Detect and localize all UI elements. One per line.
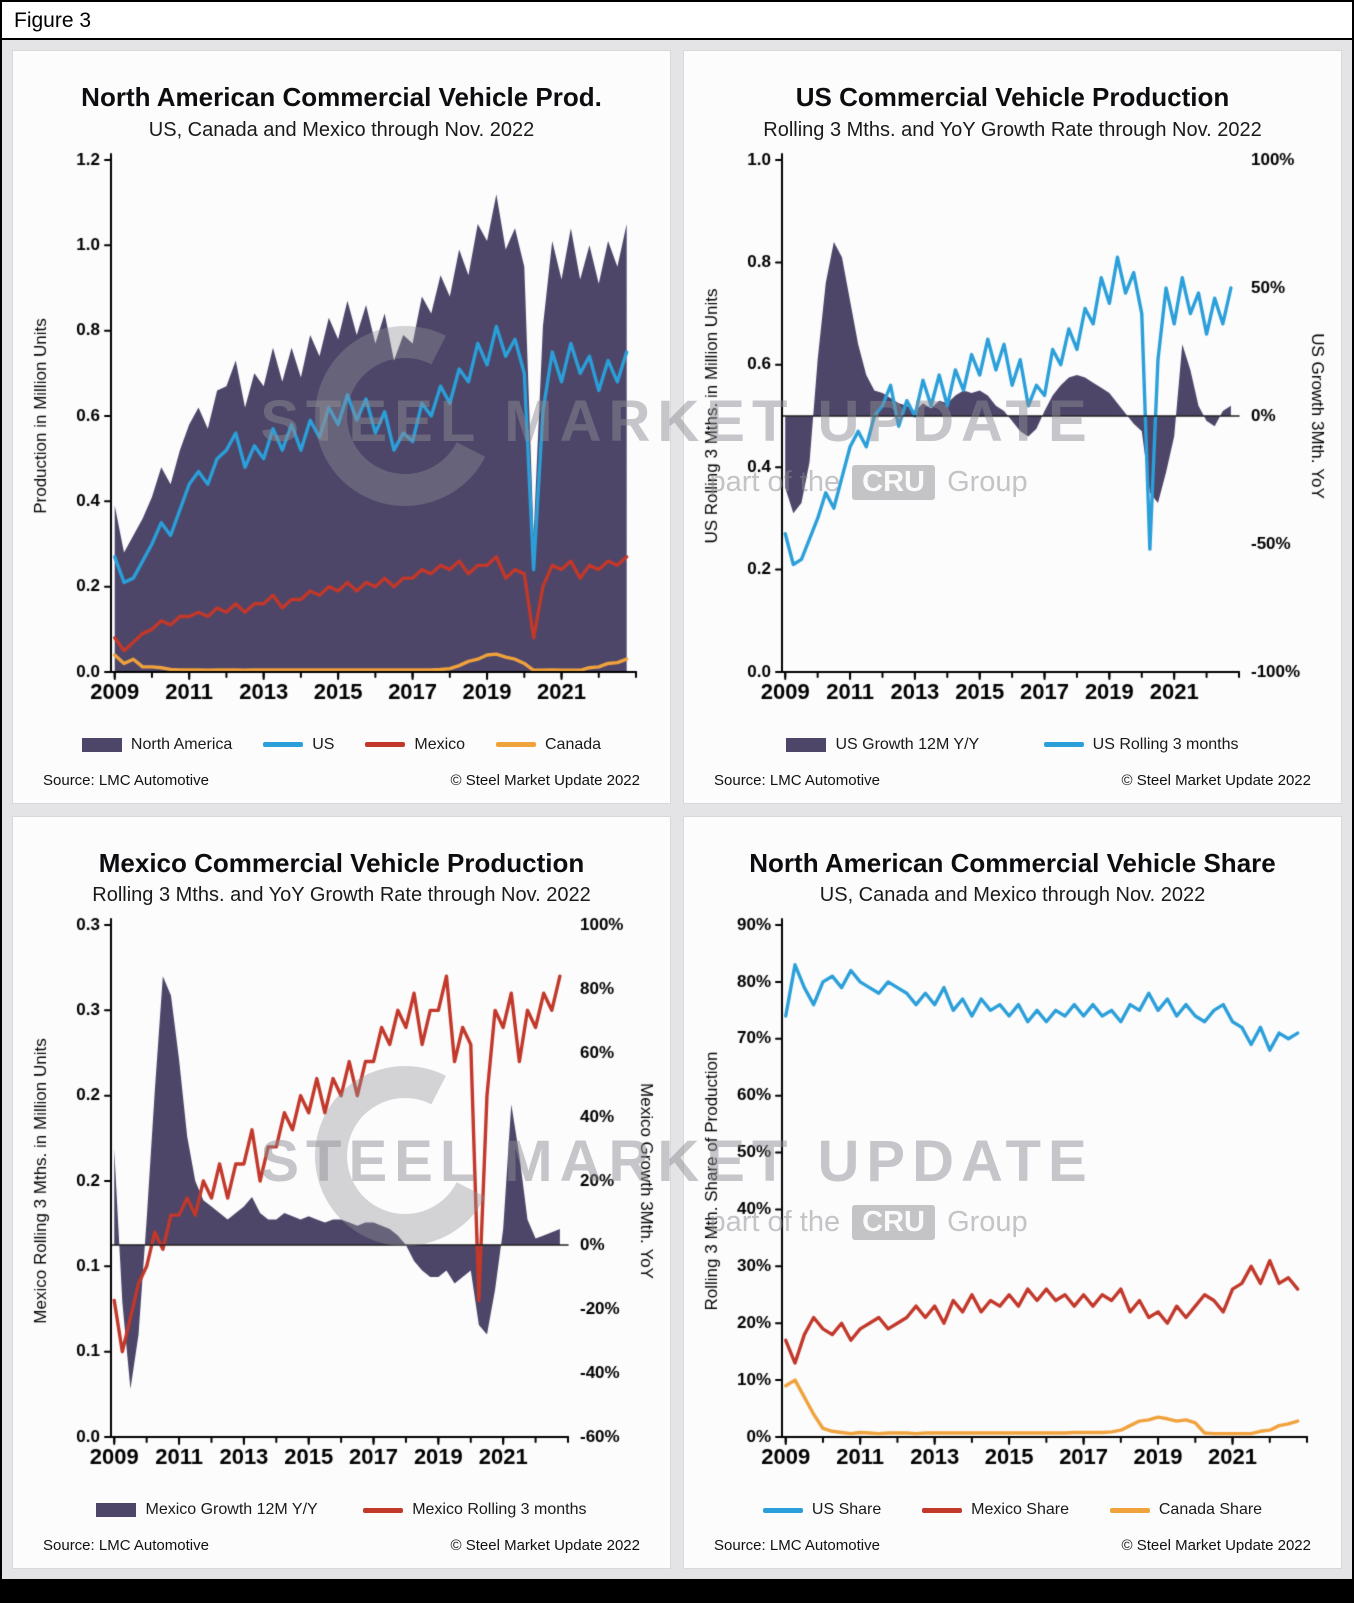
legend-swatch-mexico-share [922, 1507, 963, 1513]
legend-swatch-us-rolling [1043, 742, 1084, 747]
source-text: Source: LMC Automotive [43, 771, 209, 789]
bottom-bar [2, 1579, 1352, 1601]
legend-item: Mexico Rolling 3 months [363, 1501, 586, 1519]
legend-item: US [263, 736, 334, 754]
legend-label: Mexico Growth 12M Y/Y [145, 1501, 318, 1518]
legend-label: Canada [544, 735, 602, 753]
na-production-chart-canvas [21, 143, 662, 724]
copyright-text: © Steel Market Update 2022 [1121, 1537, 1312, 1554]
chart-title: North American Commercial Vehicle Share [749, 847, 1276, 878]
legend-label: Mexico Share [971, 1501, 1069, 1518]
legend-swatch-canada [495, 742, 536, 747]
chart-subtitle: US, Canada and Mexico through Nov. 2022 [819, 884, 1206, 907]
chart-title: US Commercial Vehicle Production [795, 82, 1230, 112]
panel-na-production: North American Commercial Vehicle Prod. … [12, 50, 671, 804]
legend-label: US [312, 735, 335, 753]
legend-item: Mexico Share [922, 1501, 1069, 1519]
source-row: Source: LMC Automotive © Steel Market Up… [692, 766, 1333, 799]
figure-label: Figure 3 [2, 2, 1352, 40]
legend-swatch-canada-share [1109, 1507, 1150, 1513]
legend-item: US Share [762, 1501, 882, 1519]
legend-item: Mexico [365, 736, 465, 754]
chart-subtitle: Rolling 3 Mths. and YoY Growth Rate thro… [92, 884, 591, 907]
legend-swatch-us-growth [786, 737, 827, 752]
legend-swatch-mexico-growth [96, 1503, 137, 1517]
copyright-text: © Steel Market Update 2022 [450, 771, 641, 789]
chart-legend: North America US Mexico Canada [21, 724, 662, 766]
legend-item: Canada [495, 735, 602, 754]
legend-swatch-mexico-rolling [363, 1507, 404, 1513]
chart-legend: US Share Mexico Share Canada Share [692, 1489, 1333, 1531]
chart-title: Mexico Commercial Vehicle Production [98, 847, 585, 878]
legend-swatch-us-share [762, 1507, 803, 1513]
panel-us-production: US Commercial Vehicle Production Rolling… [683, 50, 1342, 804]
legend-swatch-us [263, 742, 304, 747]
source-text: Source: LMC Automotive [43, 1537, 209, 1554]
chart-title: North American Commercial Vehicle Prod. [81, 82, 602, 112]
copyright-text: © Steel Market Update 2022 [450, 1537, 641, 1554]
chart-subtitle: US, Canada and Mexico through Nov. 2022 [148, 118, 535, 141]
charts-grid: North American Commercial Vehicle Prod. … [2, 40, 1352, 1579]
chart-plot-area [21, 909, 662, 1490]
legend-label: US Share [811, 1501, 882, 1518]
legend-item: US Growth 12M Y/Y [786, 736, 979, 754]
legend-label: US Growth 12M Y/Y [835, 735, 980, 753]
chart-legend: Mexico Growth 12M Y/Y Mexico Rolling 3 m… [21, 1489, 662, 1531]
legend-label: Mexico [414, 735, 466, 753]
legend-item: US Rolling 3 months [1043, 735, 1239, 754]
legend-item: Canada Share [1109, 1501, 1263, 1519]
chart-plot-area [692, 143, 1333, 724]
copyright-text: © Steel Market Update 2022 [1121, 771, 1312, 789]
us-production-chart-canvas [692, 143, 1333, 724]
legend-item: Mexico Growth 12M Y/Y [96, 1501, 318, 1519]
mexico-production-chart-canvas [21, 909, 662, 1490]
panel-mexico-production: Mexico Commercial Vehicle Production Rol… [12, 815, 671, 1569]
source-row: Source: LMC Automotive © Steel Market Up… [21, 766, 662, 799]
legend-label: North America [130, 735, 233, 753]
legend-label: Canada Share [1158, 1501, 1263, 1518]
chart-plot-area [692, 909, 1333, 1490]
na-share-chart-canvas [692, 909, 1333, 1490]
source-text: Source: LMC Automotive [714, 1537, 880, 1554]
panel-na-share: North American Commercial Vehicle Share … [683, 815, 1342, 1569]
legend-swatch-north-america [81, 737, 122, 752]
legend-label: US Rolling 3 months [1092, 735, 1239, 753]
chart-legend: US Growth 12M Y/Y US Rolling 3 months [692, 724, 1333, 766]
source-row: Source: LMC Automotive © Steel Market Up… [692, 1531, 1333, 1564]
legend-swatch-mexico [365, 742, 406, 747]
source-text: Source: LMC Automotive [714, 771, 880, 789]
source-row: Source: LMC Automotive © Steel Market Up… [21, 1531, 662, 1564]
chart-plot-area [21, 143, 662, 724]
chart-subtitle: Rolling 3 Mths. and YoY Growth Rate thro… [763, 118, 1262, 141]
legend-item: North America [81, 735, 233, 754]
legend-label: Mexico Rolling 3 months [412, 1501, 587, 1518]
